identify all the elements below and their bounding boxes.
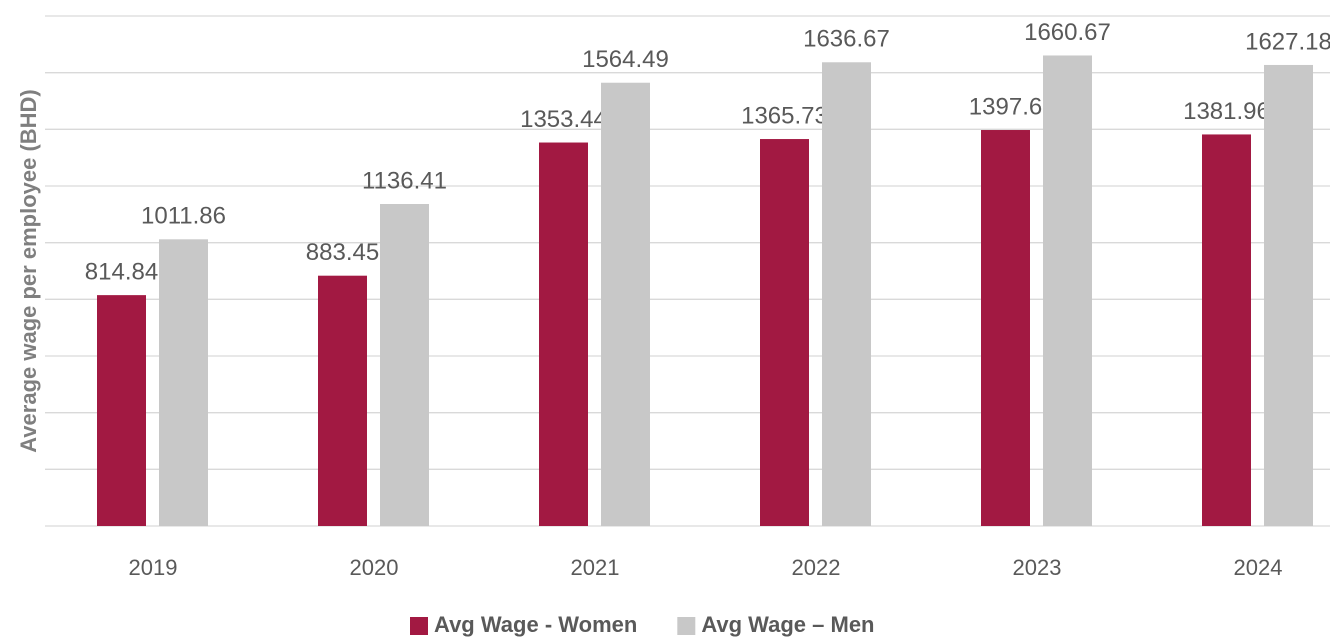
bar [1264,64,1313,526]
bar [97,295,146,526]
x-tick-label: 2023 [1013,555,1062,580]
value-label: 814.84 [85,258,158,285]
x-tick-label: 2021 [571,555,620,580]
bar [1202,134,1251,526]
bar [1043,55,1092,526]
value-label: 1627.18 [1245,28,1330,55]
value-label: 1353.44 [520,106,607,133]
x-tick-label: 2024 [1234,555,1283,580]
value-label: 1136.41 [362,167,447,194]
value-label: 1365.73 [741,102,828,129]
bar [159,239,208,526]
legend-label: Avg Wage - Women [434,612,637,637]
value-label: 1397.6 [969,93,1042,120]
bar [318,275,367,526]
legend-swatch [677,617,696,635]
legend-swatch [410,617,428,635]
bar [601,82,650,526]
x-tick-label: 2020 [350,555,399,580]
bar [760,139,809,527]
bar [380,204,429,527]
x-tick-label: 2019 [129,555,178,580]
y-axis-label: Average wage per employee (BHD) [16,89,41,453]
value-label: 1011.86 [141,203,226,230]
bar [539,142,588,526]
value-label: 1660.67 [1024,19,1111,46]
value-label: 1381.96 [1183,98,1270,125]
value-label: 883.45 [306,239,379,266]
value-label: 1564.49 [582,46,669,73]
x-tick-label: 2022 [792,555,841,580]
legend-label: Avg Wage – Men [701,612,874,637]
value-label: 1636.67 [803,26,890,53]
bar [822,62,871,527]
bar [981,130,1030,526]
